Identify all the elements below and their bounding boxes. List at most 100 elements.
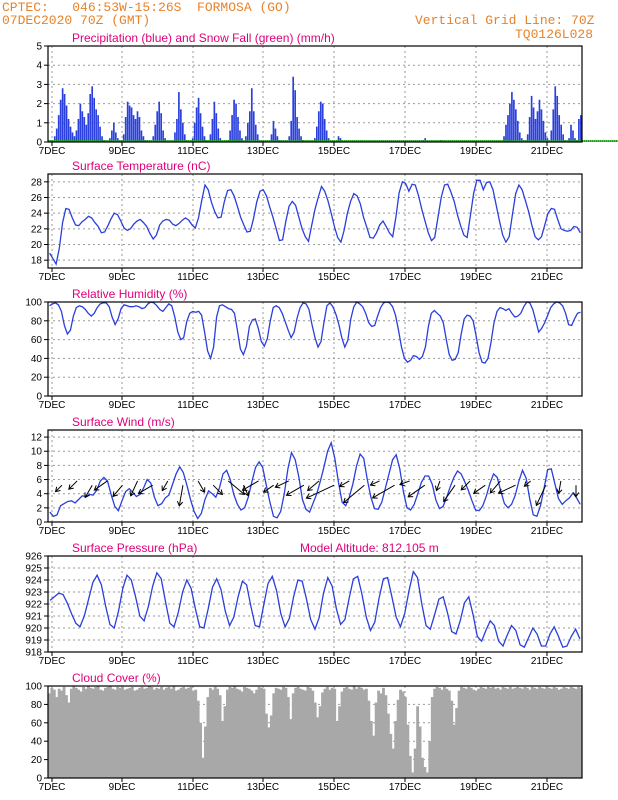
cloud-bar bbox=[113, 689, 117, 778]
cloud-bar bbox=[243, 686, 246, 778]
panel-frame bbox=[47, 301, 583, 397]
cloud-bar bbox=[91, 688, 95, 778]
bar bbox=[412, 140, 415, 142]
bar bbox=[77, 118, 80, 142]
x-tick-label: 9DEC bbox=[109, 146, 136, 157]
bar bbox=[205, 140, 208, 142]
cloud-bar bbox=[377, 690, 381, 778]
bar bbox=[57, 140, 60, 142]
bar bbox=[540, 109, 543, 142]
cloud-bar bbox=[513, 687, 517, 778]
cloud-bar bbox=[196, 700, 200, 778]
wind-arrow-head bbox=[84, 492, 90, 499]
bar bbox=[278, 140, 281, 142]
y-tick-label: 926 bbox=[25, 552, 42, 563]
bar bbox=[156, 140, 159, 142]
bar bbox=[75, 140, 78, 142]
bar bbox=[250, 88, 253, 142]
bar bbox=[258, 140, 261, 142]
cloud-bar bbox=[48, 693, 51, 778]
bar bbox=[211, 118, 214, 142]
bar bbox=[180, 140, 182, 142]
cloud-bar bbox=[569, 686, 573, 778]
x-tick-label: 13DEC bbox=[247, 782, 279, 793]
cloud-bar bbox=[240, 691, 244, 778]
y-tick-label: 24 bbox=[31, 209, 43, 220]
cloud-bar bbox=[74, 687, 78, 778]
bar bbox=[201, 126, 204, 142]
y-tick-label: 12 bbox=[31, 433, 43, 444]
bar bbox=[209, 134, 212, 142]
bar bbox=[341, 140, 344, 142]
bar bbox=[178, 140, 180, 142]
x-tick-label: 13DEC bbox=[247, 526, 279, 537]
cloud-bar bbox=[69, 688, 73, 778]
bar bbox=[132, 115, 135, 142]
x-tick-label: 21DEC bbox=[531, 526, 563, 537]
bar bbox=[343, 140, 346, 142]
cloud-bar bbox=[379, 693, 383, 778]
bar bbox=[317, 140, 320, 142]
x-tick-label: 15DEC bbox=[318, 272, 350, 283]
cloud-bar bbox=[155, 687, 159, 778]
bar bbox=[235, 103, 237, 142]
bar bbox=[345, 140, 348, 142]
bar bbox=[426, 140, 429, 142]
bar bbox=[363, 140, 365, 142]
bar bbox=[576, 140, 578, 142]
bar bbox=[516, 120, 519, 142]
cloud-bar bbox=[140, 686, 144, 778]
bar bbox=[544, 132, 547, 142]
wind-arrow-head bbox=[342, 497, 349, 504]
bar bbox=[174, 140, 176, 142]
y-tick-label: 40 bbox=[31, 354, 43, 365]
cloud-bar bbox=[84, 688, 88, 778]
cloud-bar bbox=[552, 686, 556, 778]
bar bbox=[314, 140, 316, 142]
bar bbox=[69, 126, 72, 142]
wind-arrow bbox=[399, 480, 410, 487]
bar bbox=[511, 92, 513, 142]
cloud-bar bbox=[57, 688, 61, 778]
bar bbox=[176, 140, 178, 142]
panel-wind: 0 2 4 6 8 10 12 7DEC 9DEC 11DEC 13DEC 15DEC 17DEC 19D… bbox=[31, 415, 583, 537]
bar bbox=[148, 140, 151, 142]
wind-arrow-shaft bbox=[407, 484, 426, 498]
bar bbox=[558, 140, 561, 142]
bar bbox=[213, 140, 216, 142]
bar bbox=[136, 140, 139, 142]
wind-arrow-head bbox=[176, 501, 184, 507]
cloud-bar bbox=[538, 686, 541, 778]
cloud-bar bbox=[189, 686, 193, 778]
x-tick-label: 7DEC bbox=[39, 656, 66, 667]
bar bbox=[180, 109, 182, 142]
y-tick-label: 8 bbox=[36, 461, 42, 472]
y-tick-label: 4 bbox=[36, 489, 42, 500]
cloud-bar bbox=[118, 687, 122, 778]
wind-arrow bbox=[407, 484, 426, 498]
bar bbox=[213, 101, 216, 142]
cloud-bar bbox=[462, 687, 466, 778]
grid-pressure bbox=[48, 556, 582, 652]
bar bbox=[77, 140, 80, 142]
cloud-bar bbox=[177, 689, 181, 778]
cloud-bar bbox=[418, 726, 422, 778]
wind-arrow bbox=[523, 480, 531, 487]
cloud-bar bbox=[338, 706, 342, 778]
wind-arrow-shaft bbox=[473, 484, 486, 494]
wind-arrow-head bbox=[54, 486, 61, 493]
cloud-bar bbox=[335, 720, 339, 778]
bar bbox=[337, 136, 340, 142]
cloud-bar bbox=[123, 689, 127, 778]
cloud-bar bbox=[201, 757, 205, 778]
cloud-bar bbox=[147, 686, 151, 778]
x-tick-label: 9DEC bbox=[109, 272, 136, 283]
cloud-bar bbox=[250, 690, 254, 778]
bar bbox=[61, 88, 64, 142]
wind-arrow-shaft bbox=[212, 484, 223, 495]
bar bbox=[538, 140, 541, 142]
cloud-bar bbox=[401, 691, 405, 778]
cloud-bar bbox=[574, 688, 578, 778]
bar bbox=[59, 99, 62, 142]
